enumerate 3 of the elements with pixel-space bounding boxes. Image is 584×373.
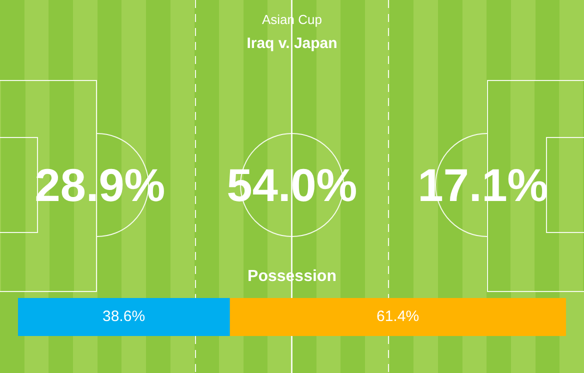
- text: Iraq v. Japan: [246, 35, 338, 52]
- data-label: 38.6%: [102, 308, 146, 326]
- data-label: 61.4%: [376, 308, 420, 326]
